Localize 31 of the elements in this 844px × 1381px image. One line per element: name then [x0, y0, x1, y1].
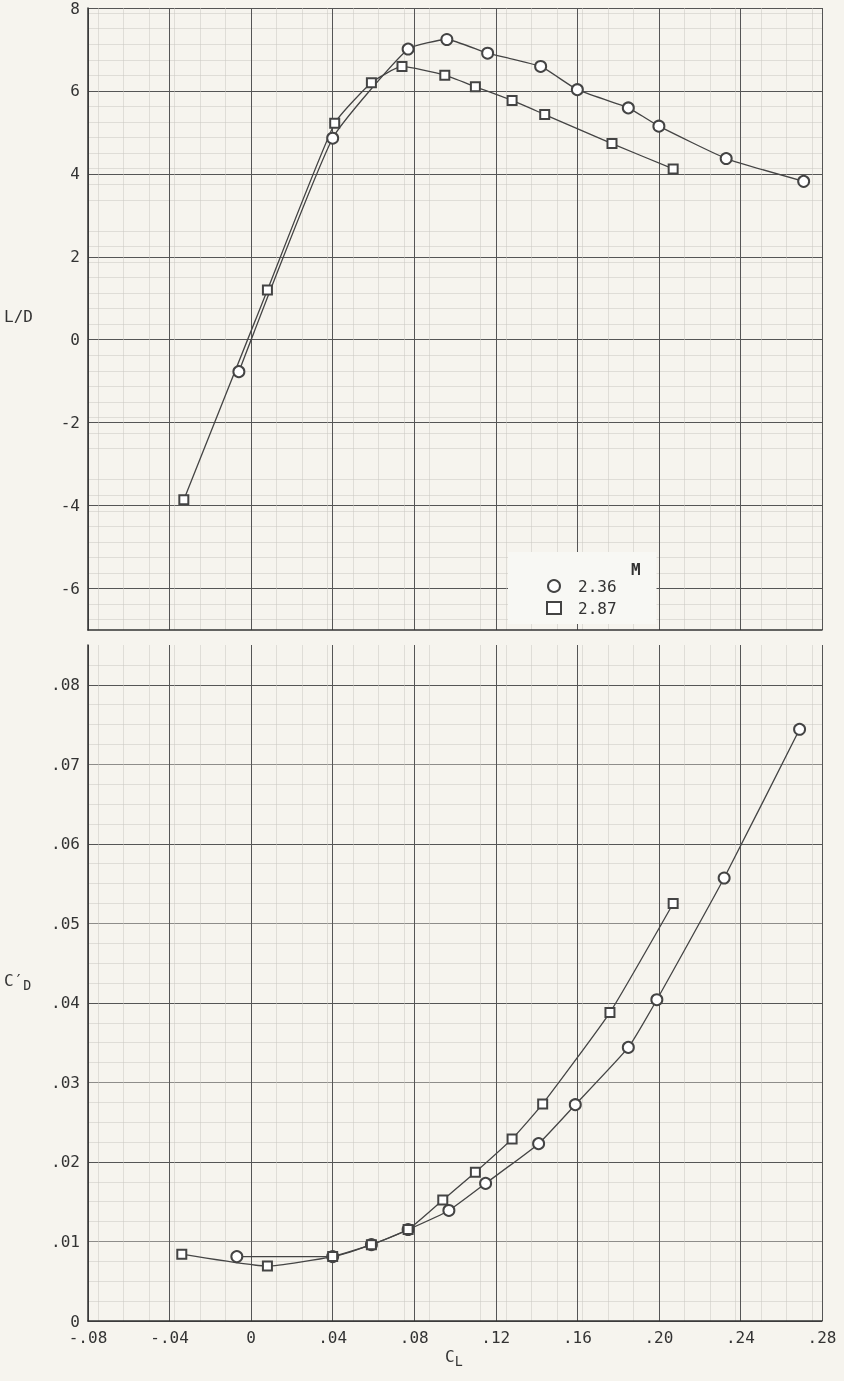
- x-tick-label: .16: [562, 1327, 592, 1347]
- y-tick-label: 8: [70, 0, 80, 18]
- y-tick-label: 4: [70, 164, 80, 184]
- y-tick-label: .05: [51, 913, 80, 933]
- legend-label: 2.87: [578, 598, 617, 618]
- legend-title: M: [631, 559, 641, 579]
- y-tick-label: .03: [51, 1072, 80, 1092]
- x-tick-label: .24: [725, 1327, 755, 1347]
- y-axis-title: L/D: [4, 307, 33, 326]
- y-tick-label: .04: [51, 993, 80, 1013]
- x-tick-label: .04: [318, 1327, 348, 1347]
- y-tick-label: -4: [60, 496, 80, 516]
- y-tick-label: .08: [51, 675, 80, 695]
- y-tick-label: .06: [51, 834, 80, 854]
- y-tick-label: 6: [70, 81, 80, 101]
- x-tick-label: .08: [399, 1327, 429, 1347]
- x-tick-label: .20: [644, 1327, 674, 1347]
- y-tick-label: -6: [60, 579, 80, 599]
- x-tick-label: .28: [807, 1327, 837, 1347]
- y-tick-label: .01: [51, 1231, 80, 1251]
- x-axis-title: C$_{L}$: [445, 1347, 463, 1370]
- y-tick-label: 0: [70, 330, 80, 350]
- legend-label: 2.36: [578, 576, 617, 596]
- y-axis-title: C′$_{D}$: [4, 971, 32, 994]
- y-tick-label: .07: [51, 754, 80, 774]
- y-tick-label: 2: [70, 247, 80, 267]
- y-tick-label: -2: [60, 413, 80, 433]
- y-tick-label: .02: [51, 1152, 80, 1172]
- x-tick-label: -.04: [150, 1327, 189, 1347]
- x-tick-label: 0: [246, 1327, 256, 1347]
- x-tick-label: .12: [481, 1327, 511, 1347]
